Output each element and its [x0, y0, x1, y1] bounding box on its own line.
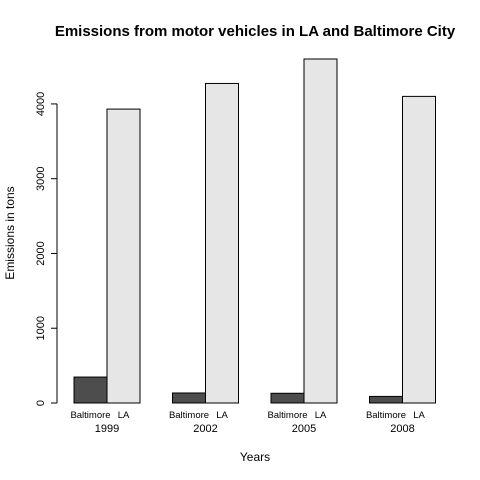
- bar-la-2008: [402, 95, 436, 404]
- bar-la-2002: [205, 82, 239, 404]
- bar-la-1999: [106, 108, 141, 404]
- bar-baltimore-2005: [270, 392, 305, 404]
- bar-label: Baltimore: [366, 410, 406, 421]
- bar-baltimore-2002: [172, 392, 206, 404]
- y-tick-label: 4000: [35, 92, 47, 116]
- bar-label: LA: [413, 410, 425, 421]
- category-label: 2008: [390, 423, 414, 435]
- bar-baltimore-2008: [369, 395, 403, 404]
- category-label: 2005: [292, 423, 316, 435]
- bar-label: Baltimore: [70, 410, 110, 421]
- y-tick-label: 2000: [35, 241, 47, 265]
- category-label: 2002: [193, 423, 217, 435]
- x-axis-label: Years: [240, 450, 270, 464]
- y-axis-label: Emissions in tons: [3, 186, 17, 279]
- bar-label: Baltimore: [267, 410, 307, 421]
- y-tick-label: 3000: [35, 166, 47, 190]
- y-tick-label: 1000: [35, 316, 47, 340]
- bar-label: LA: [216, 410, 228, 421]
- y-axis: 0 1000 2000 3000 4000: [35, 92, 58, 406]
- y-tick-label: 0: [35, 400, 47, 406]
- chart-title: Emissions from motor vehicles in LA and …: [55, 23, 456, 40]
- group-labels: 1999 2002 2005 2008: [95, 423, 415, 435]
- bar-label: LA: [118, 410, 130, 421]
- bars: [73, 58, 436, 404]
- bar-label: Baltimore: [169, 410, 209, 421]
- bar-baltimore-1999: [73, 376, 108, 404]
- bar-label: LA: [315, 410, 327, 421]
- category-label: 1999: [95, 423, 119, 435]
- bar-labels: Baltimore LA Baltimore LA Baltimore LA Baltimo…: [70, 410, 425, 421]
- bar-la-2005: [303, 58, 338, 404]
